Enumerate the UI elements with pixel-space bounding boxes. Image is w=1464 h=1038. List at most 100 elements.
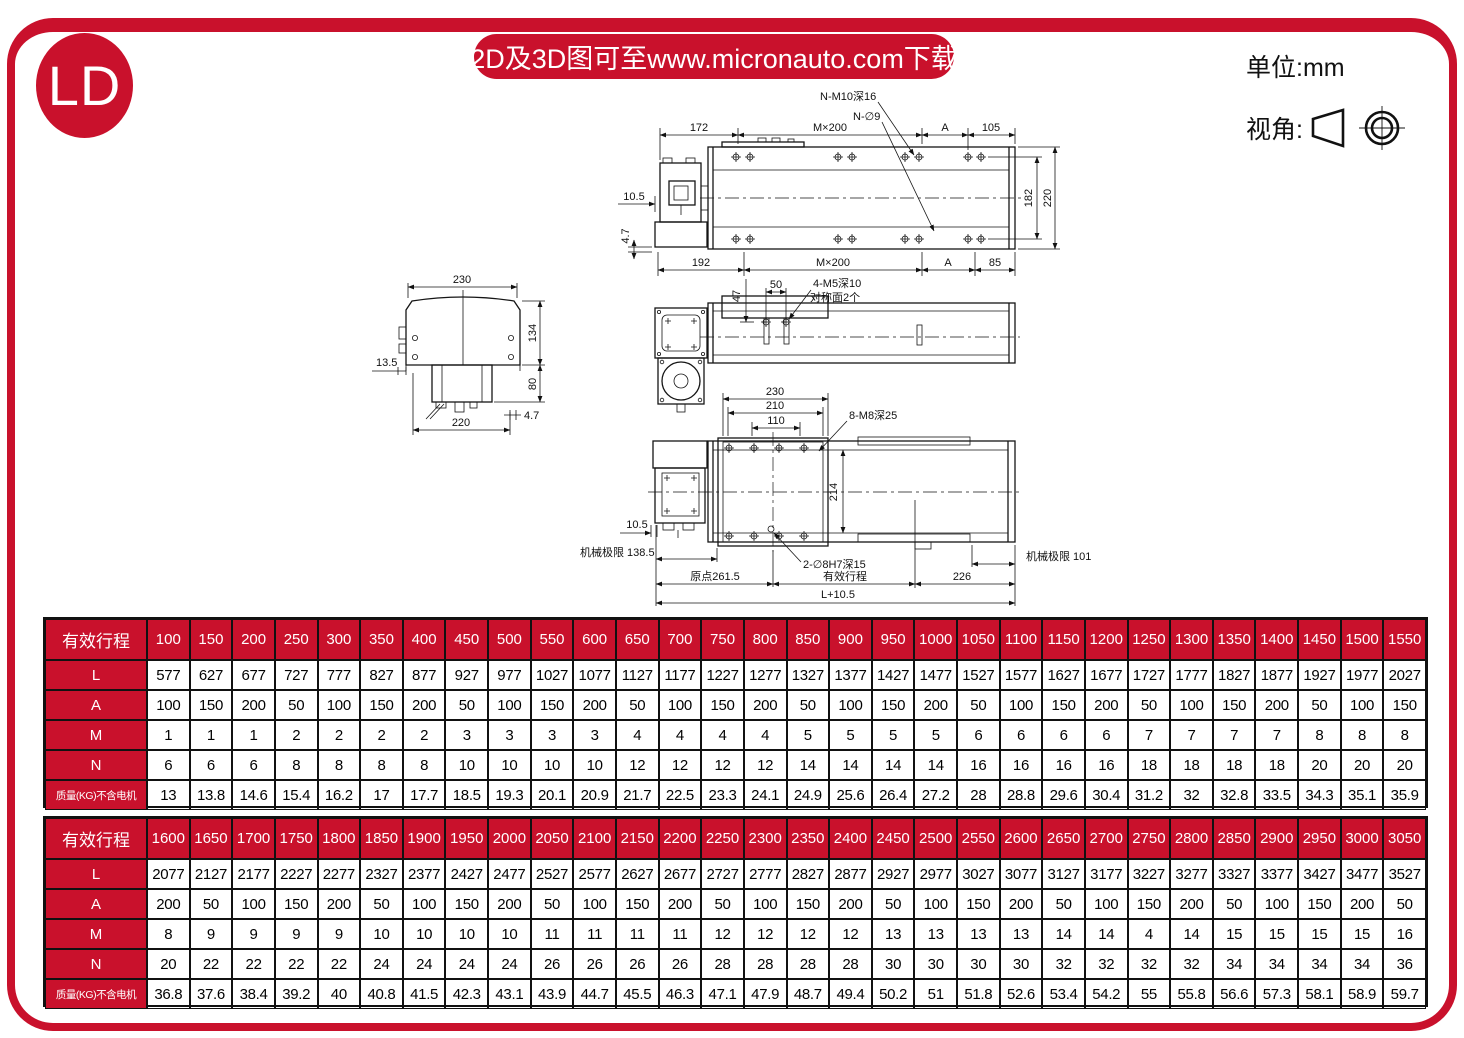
spec-value: 1977 — [1340, 660, 1384, 690]
spec-value: 8 — [274, 750, 318, 780]
row-label: A — [45, 690, 147, 720]
spec-value: 16 — [1084, 750, 1128, 780]
spec-value: 14 — [1042, 919, 1085, 949]
spec-value: 12 — [701, 750, 744, 780]
spec-value: 100 — [1255, 889, 1299, 919]
spec-value: 2777 — [743, 859, 787, 889]
stroke-header-value: 2300 — [743, 818, 787, 859]
spec-value: 5 — [871, 720, 915, 750]
spec-value: 50 — [1298, 690, 1341, 720]
callout-4-m5-note: 对称面2个 — [810, 290, 860, 304]
spec-value: 150 — [1212, 690, 1256, 720]
spec-value: 150 — [615, 889, 659, 919]
spec-value: 32 — [1127, 949, 1171, 979]
dim-label-182: 182 — [1023, 189, 1035, 207]
view-angle-label: 视角: — [1246, 116, 1303, 144]
dim-label-50: 50 — [770, 279, 782, 291]
spec-value: 50 — [530, 889, 574, 919]
spec-value: 7 — [1212, 720, 1256, 750]
dim-label-210: 210 — [766, 400, 784, 412]
spec-value: 26 — [615, 949, 659, 979]
spec-value: 100 — [658, 690, 702, 720]
spec-value: 34 — [1255, 949, 1299, 979]
spec-value: 24 — [488, 949, 531, 979]
spec-value: 28 — [957, 780, 1000, 810]
spec-value: 1577 — [999, 660, 1043, 690]
spec-value: 8 — [360, 750, 403, 780]
spec-value: 22 — [274, 949, 318, 979]
spec-value: 54.2 — [1084, 979, 1128, 1009]
stroke-header-label: 有效行程 — [45, 619, 147, 660]
spec-value: 24.9 — [786, 780, 830, 810]
spec-value: 3177 — [1084, 859, 1128, 889]
spec-value: 20 — [1340, 750, 1384, 780]
spec-value: 150 — [701, 690, 744, 720]
dim-label-172: 172 — [690, 122, 708, 134]
spec-value: 2627 — [615, 859, 659, 889]
stroke-header-value: 2800 — [1170, 818, 1213, 859]
stroke-header-value: 200 — [232, 619, 275, 660]
spec-value: 100 — [147, 690, 190, 720]
spec-value: 9 — [232, 919, 275, 949]
callout-4-m5: 4-M5深10 — [813, 277, 861, 290]
spec-value: 43.9 — [530, 979, 574, 1009]
spec-value: 15 — [1212, 919, 1256, 949]
spec-value: 50 — [957, 690, 1000, 720]
spec-value: 200 — [1170, 889, 1213, 919]
spec-value: 26.4 — [871, 780, 915, 810]
spec-value: 2977 — [914, 859, 958, 889]
spec-value: 727 — [274, 660, 318, 690]
stroke-header-value: 1250 — [1127, 619, 1171, 660]
spec-value: 2427 — [445, 859, 489, 889]
spec-value: 677 — [232, 660, 275, 690]
spec-value: 150 — [1127, 889, 1171, 919]
spec-value: 39.2 — [274, 979, 318, 1009]
stroke-header-value: 2650 — [1042, 818, 1085, 859]
dim-label-220-end: 220 — [452, 417, 470, 429]
spec-value: 2827 — [786, 859, 830, 889]
spec-value: 50 — [701, 889, 744, 919]
stroke-header-value: 1700 — [232, 818, 275, 859]
dim-label-230-end: 230 — [453, 274, 471, 286]
dim-label-85: 85 — [989, 257, 1001, 269]
spec-value: 32 — [1042, 949, 1085, 979]
spec-value: 3227 — [1127, 859, 1171, 889]
spec-value: 4 — [701, 720, 744, 750]
total-length-label: L+10.5 — [821, 589, 855, 601]
spec-value: 50 — [1042, 889, 1085, 919]
spec-value: 6 — [232, 750, 275, 780]
spec-value: 14 — [786, 750, 830, 780]
spec-table-2: 有效行程 1600 1650 1700 1750 1800 1850 1900 1950 2000… — [43, 816, 1428, 1009]
spec-value: 150 — [189, 690, 233, 720]
dim-label-134: 134 — [527, 324, 539, 342]
spec-value: 1527 — [957, 660, 1000, 690]
spec-value: 43.1 — [488, 979, 531, 1009]
spec-value: 55 — [1127, 979, 1171, 1009]
spec-value: 200 — [1084, 690, 1128, 720]
spec-value: 1127 — [615, 660, 659, 690]
spec-value: 58.9 — [1340, 979, 1384, 1009]
dim-label-226: 226 — [953, 571, 971, 583]
spec-value: 13 — [957, 919, 1000, 949]
spec-value: 47.1 — [701, 979, 744, 1009]
stroke-header-value: 1550 — [1383, 619, 1426, 660]
spec-value: 15.4 — [274, 780, 318, 810]
spec-value: 2527 — [530, 859, 574, 889]
spec-value: 52.6 — [999, 979, 1043, 1009]
spec-value: 2027 — [1383, 660, 1426, 690]
spec-value: 46.3 — [658, 979, 702, 1009]
spec-value: 4 — [1127, 919, 1171, 949]
spec-value: 32.8 — [1212, 780, 1256, 810]
stroke-header-value: 1350 — [1212, 619, 1256, 660]
spec-value: 24 — [360, 949, 403, 979]
spec-value: 50 — [360, 889, 403, 919]
spec-value: 41.5 — [402, 979, 446, 1009]
spec-value: 30.4 — [1084, 780, 1128, 810]
spec-value: 26 — [530, 949, 574, 979]
spec-value: 10 — [402, 919, 446, 949]
spec-value: 7 — [1170, 720, 1213, 750]
spec-value: 8 — [1383, 720, 1426, 750]
spec-value: 577 — [147, 660, 190, 690]
spec-value: 20 — [1298, 750, 1341, 780]
dim-label-a-top: A — [941, 122, 949, 134]
